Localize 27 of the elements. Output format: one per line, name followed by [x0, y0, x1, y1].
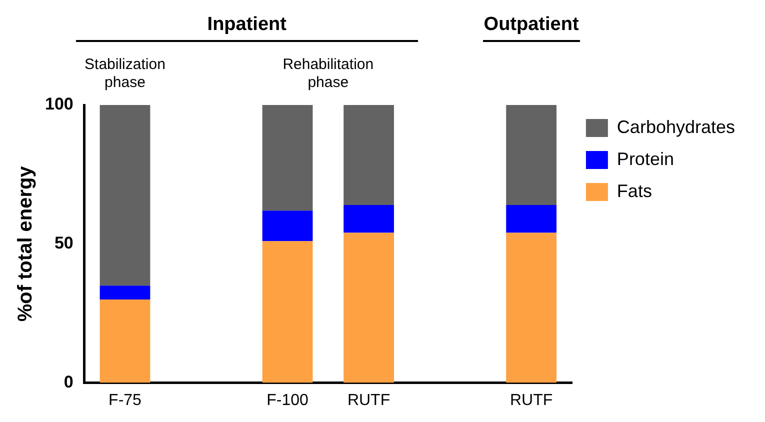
- text: Outpatient: [482, 14, 580, 42]
- bar: [506, 232, 556, 383]
- x-tick-label: RUTF: [347, 392, 390, 409]
- y-tick-label: 0: [64, 372, 74, 392]
- x-tick-label: F-75: [108, 392, 142, 409]
- bar: [100, 105, 150, 286]
- bar: [506, 105, 556, 206]
- y-axis-title: %of total energy: [14, 165, 37, 322]
- x-tick-label: RUTF: [510, 392, 553, 409]
- bar: [344, 105, 394, 206]
- y-tick-label: 50: [54, 234, 74, 253]
- legend-label: Protein: [616, 148, 674, 169]
- legend-label: Carbohydrates: [616, 116, 736, 137]
- bar: [262, 210, 313, 242]
- text: Inpatient: [76, 14, 418, 42]
- y-tick-label: 100: [44, 94, 74, 114]
- legend-label: Fats: [616, 180, 652, 201]
- bar: [100, 299, 150, 383]
- text: Stabilization phase: [84, 56, 166, 92]
- bar: [100, 286, 150, 300]
- bar: [344, 232, 394, 383]
- bar: [506, 205, 556, 233]
- x-tick-label: F-100: [266, 392, 309, 409]
- bar: [344, 205, 394, 233]
- text: Rehabilitation phase: [282, 56, 375, 92]
- bar: [262, 105, 313, 211]
- bar: [262, 241, 313, 383]
